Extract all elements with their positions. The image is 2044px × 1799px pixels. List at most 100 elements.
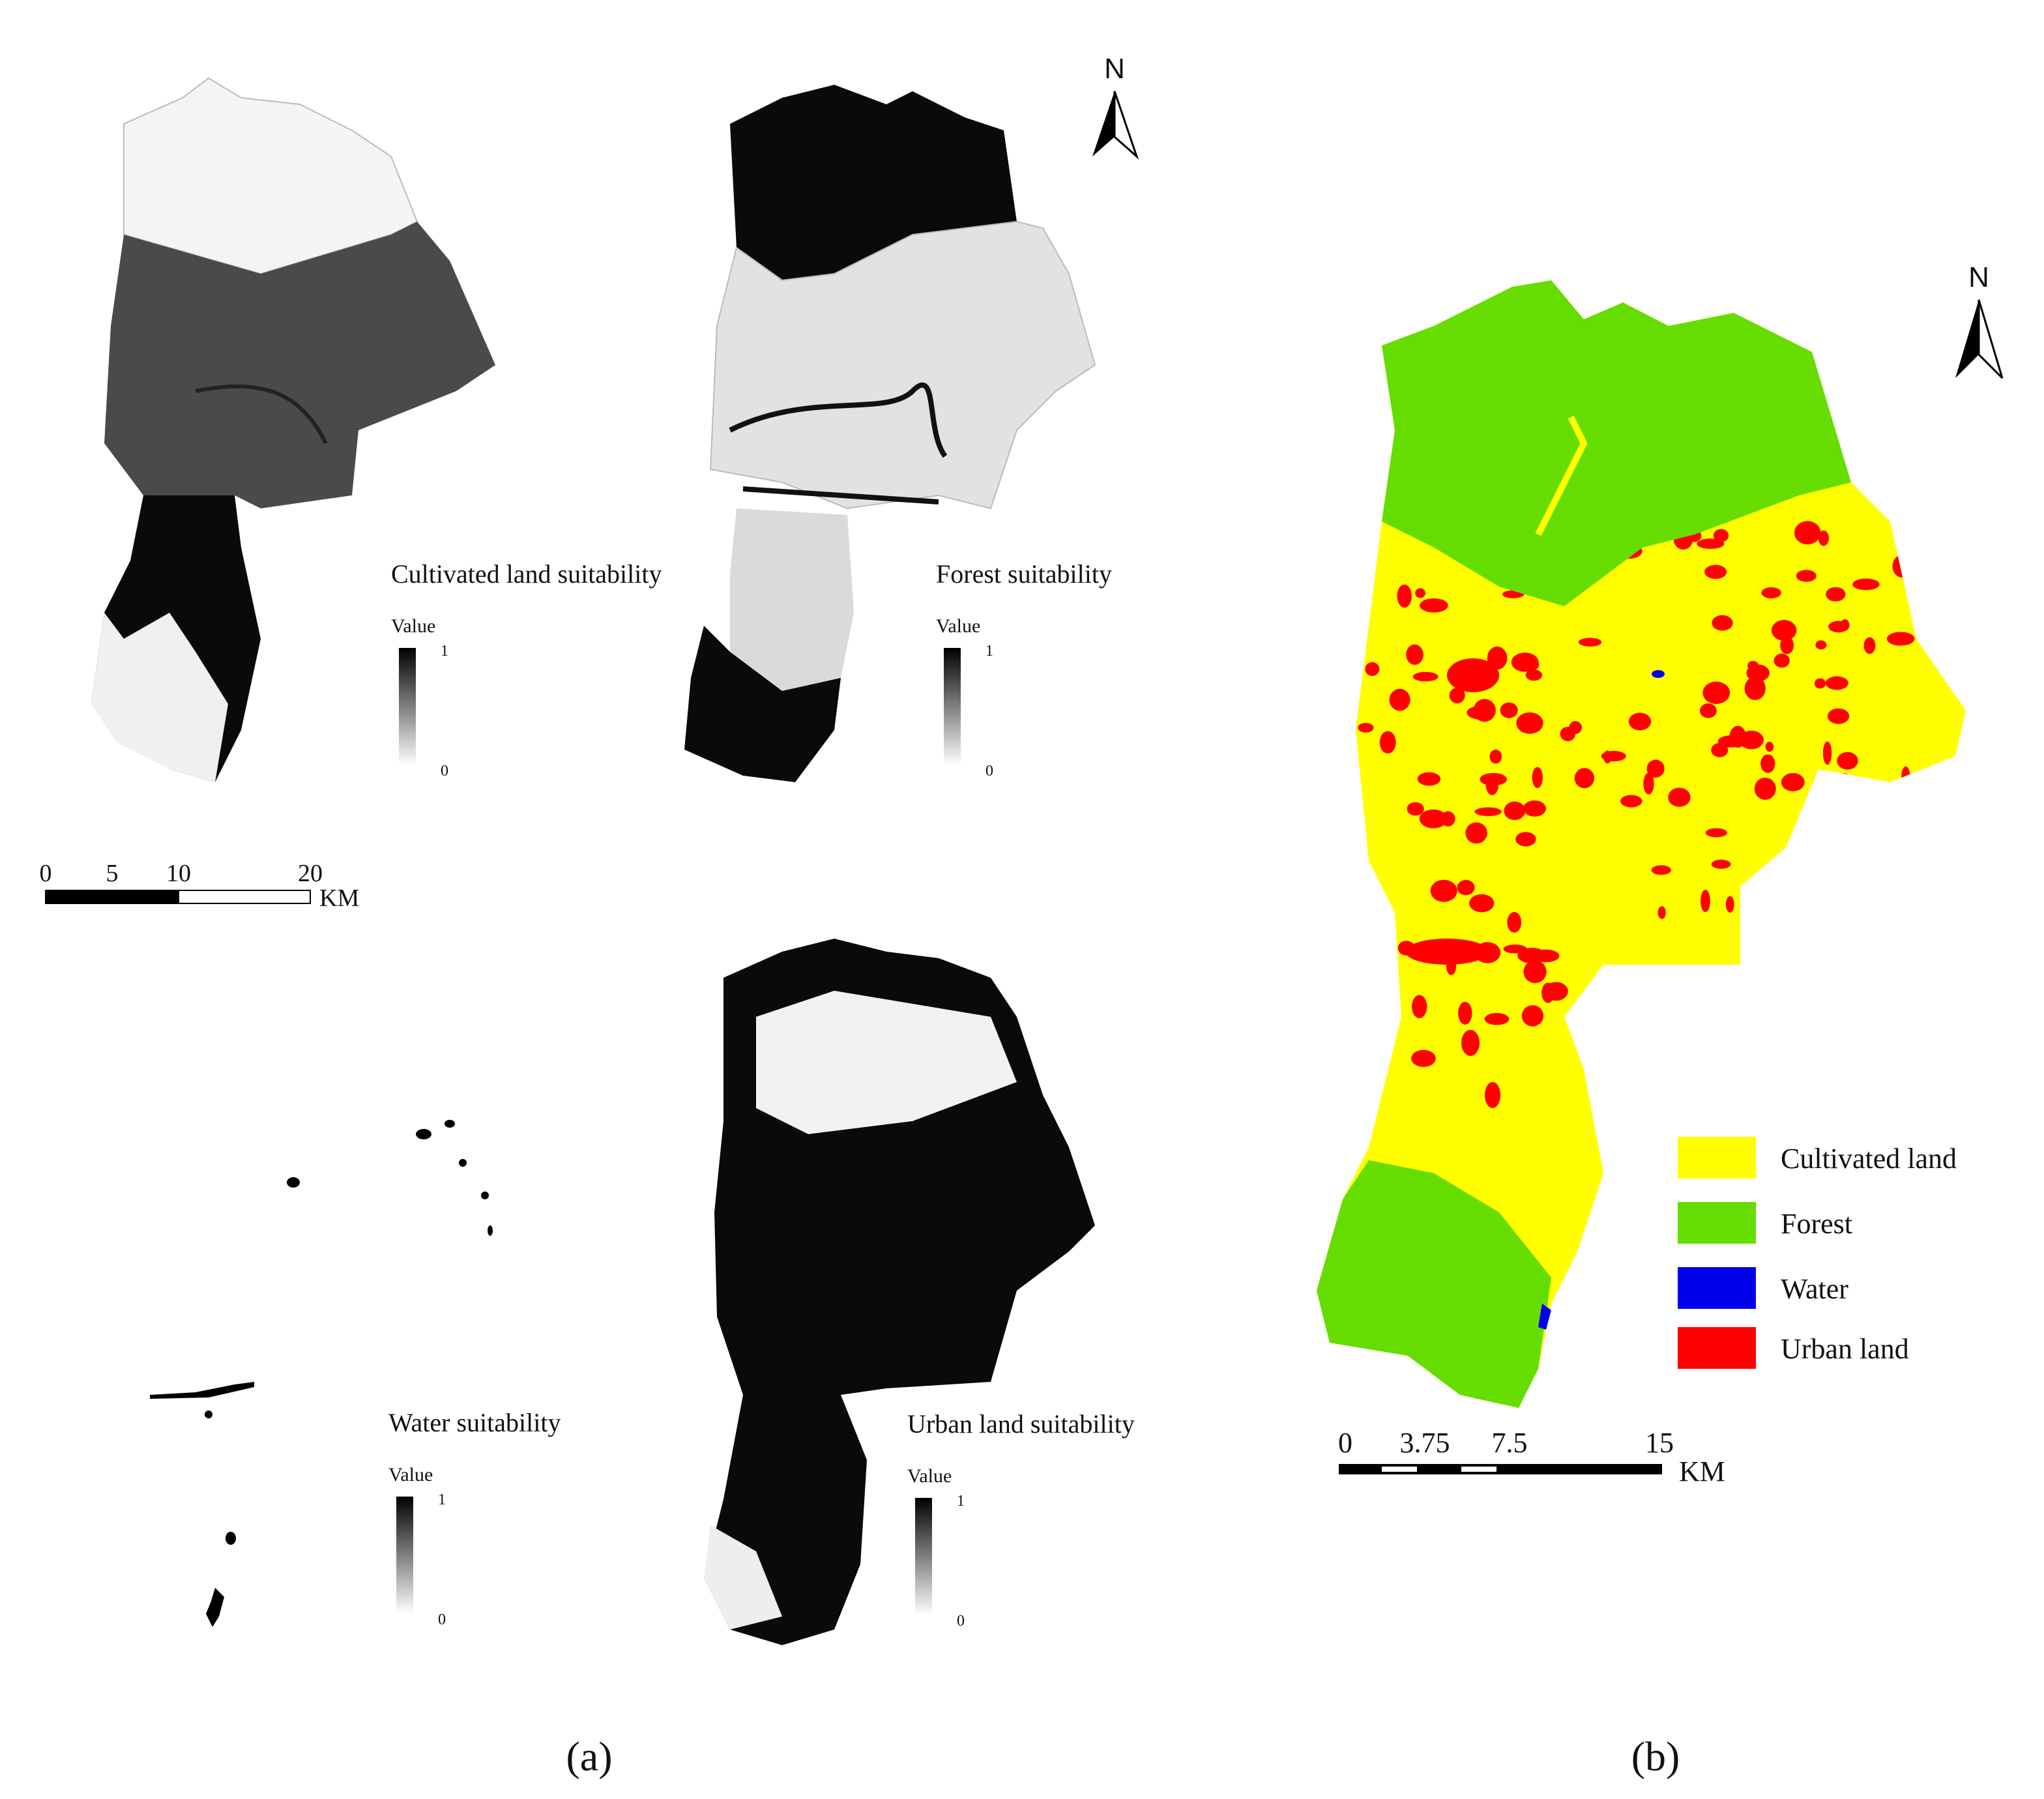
urban-patch (1769, 1023, 1793, 1036)
urban-patch (1489, 750, 1502, 764)
urban-patch (1407, 802, 1424, 816)
panel-label: (b) (1631, 1733, 1680, 1779)
scale-unit: KM (1679, 1455, 1725, 1487)
urban-patch (1711, 742, 1729, 757)
map-region-light (709, 220, 1096, 510)
scale-bar-black (1339, 1464, 1662, 1474)
urban-patch (1813, 903, 1835, 917)
urban-patch (1461, 1030, 1480, 1056)
urban-patch (1648, 1036, 1661, 1052)
urban-patch (1729, 725, 1747, 748)
urban-patch (1457, 879, 1475, 896)
urban-patch (1765, 741, 1774, 752)
urban-patch (1643, 772, 1654, 795)
urban-patch (1834, 773, 1854, 795)
urban-patch (1411, 1049, 1436, 1067)
urban-patch (1574, 768, 1595, 789)
urban-patch (1934, 772, 1958, 783)
urban-patch (1604, 1034, 1622, 1043)
urban-patch (1710, 988, 1725, 997)
urban-patch (1866, 788, 1882, 797)
urban-patch (1458, 1001, 1472, 1025)
scale-bar-white (1461, 1467, 1496, 1472)
urban-patch (1764, 879, 1775, 901)
legend-gradient (915, 1498, 932, 1615)
scale-tick-label: 3.75 (1400, 1427, 1450, 1459)
urban-patch (1906, 939, 1923, 962)
urban-patch (1532, 949, 1560, 963)
urban-patch (1523, 960, 1547, 984)
urban-patch (1935, 881, 1954, 900)
urban-patch (1774, 968, 1798, 982)
water-patch (459, 1159, 467, 1167)
map-water (1538, 1304, 1551, 1330)
urban-patch (1525, 669, 1543, 681)
urban-patch (1833, 967, 1854, 989)
urban-patch (1415, 588, 1426, 598)
urban-patch (1389, 688, 1410, 711)
map-region-light (756, 991, 1017, 1134)
urban-patch (1516, 712, 1543, 734)
north-arrow (1978, 299, 2004, 379)
urban-patch (1826, 587, 1846, 602)
urban-patch (1379, 731, 1396, 754)
urban-patch (1840, 619, 1850, 631)
urban-patch (1755, 1022, 1772, 1038)
legend-label: Urban land (1781, 1333, 1909, 1365)
legend-gradient (944, 648, 961, 765)
urban-patch (1774, 653, 1790, 668)
urban-patch (1754, 777, 1776, 800)
urban-patch (1912, 934, 1936, 948)
map-region-light (704, 1525, 782, 1630)
legend-b: Cultivated land Forest Water Urban land (1678, 1137, 1957, 1369)
urban-patch (1469, 894, 1495, 913)
urban-patch (1507, 912, 1522, 933)
urban-patch (1904, 920, 1912, 939)
urban-patch (1780, 1056, 1805, 1072)
urban-patch (1796, 570, 1817, 582)
urban-patch (1543, 982, 1568, 1001)
urban-patch (1560, 726, 1576, 742)
north-arrow (1955, 300, 1979, 378)
water-patch (287, 1177, 300, 1188)
urban-patch (1578, 637, 1602, 647)
legend-swatch (1678, 1137, 1756, 1178)
urban-patch (1936, 944, 1960, 966)
urban-patch (1940, 871, 1963, 882)
urban-patch (1647, 1053, 1674, 1074)
urban-patch (1931, 780, 1948, 796)
urban-patch (1485, 775, 1499, 795)
urban-patch (1711, 859, 1731, 869)
legend-swatch (1678, 1202, 1756, 1244)
urban-patch (1827, 708, 1850, 724)
map-title: Water suitability (388, 1408, 561, 1437)
north-arrow (1113, 91, 1139, 160)
water-patch (481, 1192, 489, 1199)
urban-patch (1419, 809, 1448, 828)
water-patch (150, 1382, 254, 1399)
urban-patch (1814, 678, 1826, 689)
urban-patch (1484, 1013, 1510, 1025)
urban-patch (1628, 712, 1652, 731)
urban-patch (1901, 846, 1910, 864)
legend-max: 1 (957, 1493, 965, 1510)
urban-patch (1504, 801, 1526, 821)
urban-patch (1485, 1082, 1500, 1108)
urban-patch (1822, 741, 1832, 765)
urban-patch (1671, 1002, 1684, 1012)
legend-gradient (396, 1497, 413, 1614)
scale-bar-white (178, 890, 311, 904)
legend-swatch (1678, 1327, 1756, 1369)
urban-patch (1892, 555, 1912, 578)
urban-patch (1727, 1049, 1753, 1069)
urban-patch (1369, 973, 1386, 994)
legend-label: Water (1781, 1273, 1848, 1305)
urban-patch (1837, 752, 1858, 770)
urban-patch (1756, 1001, 1771, 1022)
scale-tick-label: 7.5 (1492, 1427, 1528, 1459)
urban-patch (1397, 584, 1412, 608)
urban-patch (1833, 954, 1847, 965)
urban-patch (1420, 598, 1448, 613)
scale-bar-white (1382, 1467, 1417, 1472)
